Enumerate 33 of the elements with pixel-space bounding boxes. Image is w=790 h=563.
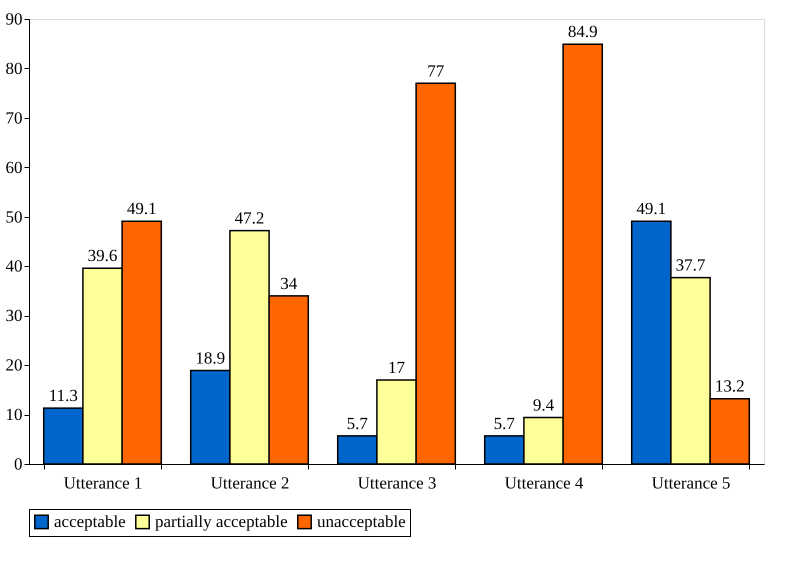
- data-label: 47.2: [234, 208, 264, 228]
- legend-label: acceptable: [54, 512, 126, 531]
- data-label: 49.1: [636, 199, 666, 218]
- x-tick-label: Utterance 3: [358, 474, 436, 492]
- x-tick-label: Utterance 4: [504, 474, 584, 492]
- data-label: 84.9: [568, 22, 598, 42]
- data-label: 17: [388, 358, 406, 377]
- legend-label: partially acceptable: [155, 512, 288, 531]
- y-tick-label: 0: [14, 454, 22, 474]
- y-tick-label: 40: [6, 256, 22, 276]
- x-tick-label: Utterance 2: [210, 474, 290, 492]
- x-tick-label: Utterance 1: [64, 474, 142, 492]
- data-label: 37.7: [676, 256, 706, 275]
- data-label: 77: [427, 61, 445, 80]
- y-tick-label: 70: [6, 108, 22, 128]
- data-label: 5.7: [494, 414, 516, 433]
- x-tick-label: Utterance 5: [652, 474, 730, 492]
- data-label: 5.7: [346, 414, 368, 433]
- y-tick-label: 10: [6, 405, 22, 424]
- data-label: 39.6: [88, 246, 118, 266]
- y-tick-label: 30: [6, 306, 22, 326]
- legend-label: unacceptable: [317, 512, 406, 531]
- data-label: 13.2: [714, 376, 745, 396]
- data-label: 18.9: [195, 348, 226, 368]
- y-tick-label: 80: [6, 58, 22, 78]
- data-label: 34: [280, 274, 298, 293]
- y-tick-label: 90: [6, 10, 22, 28]
- y-tick-label: 50: [6, 207, 22, 226]
- data-label: 49.1: [126, 199, 157, 218]
- data-label: 11.3: [48, 386, 78, 406]
- y-tick-label: 20: [6, 356, 22, 375]
- data-label: 9.4: [532, 396, 555, 415]
- y-tick-label: 60: [6, 158, 22, 177]
